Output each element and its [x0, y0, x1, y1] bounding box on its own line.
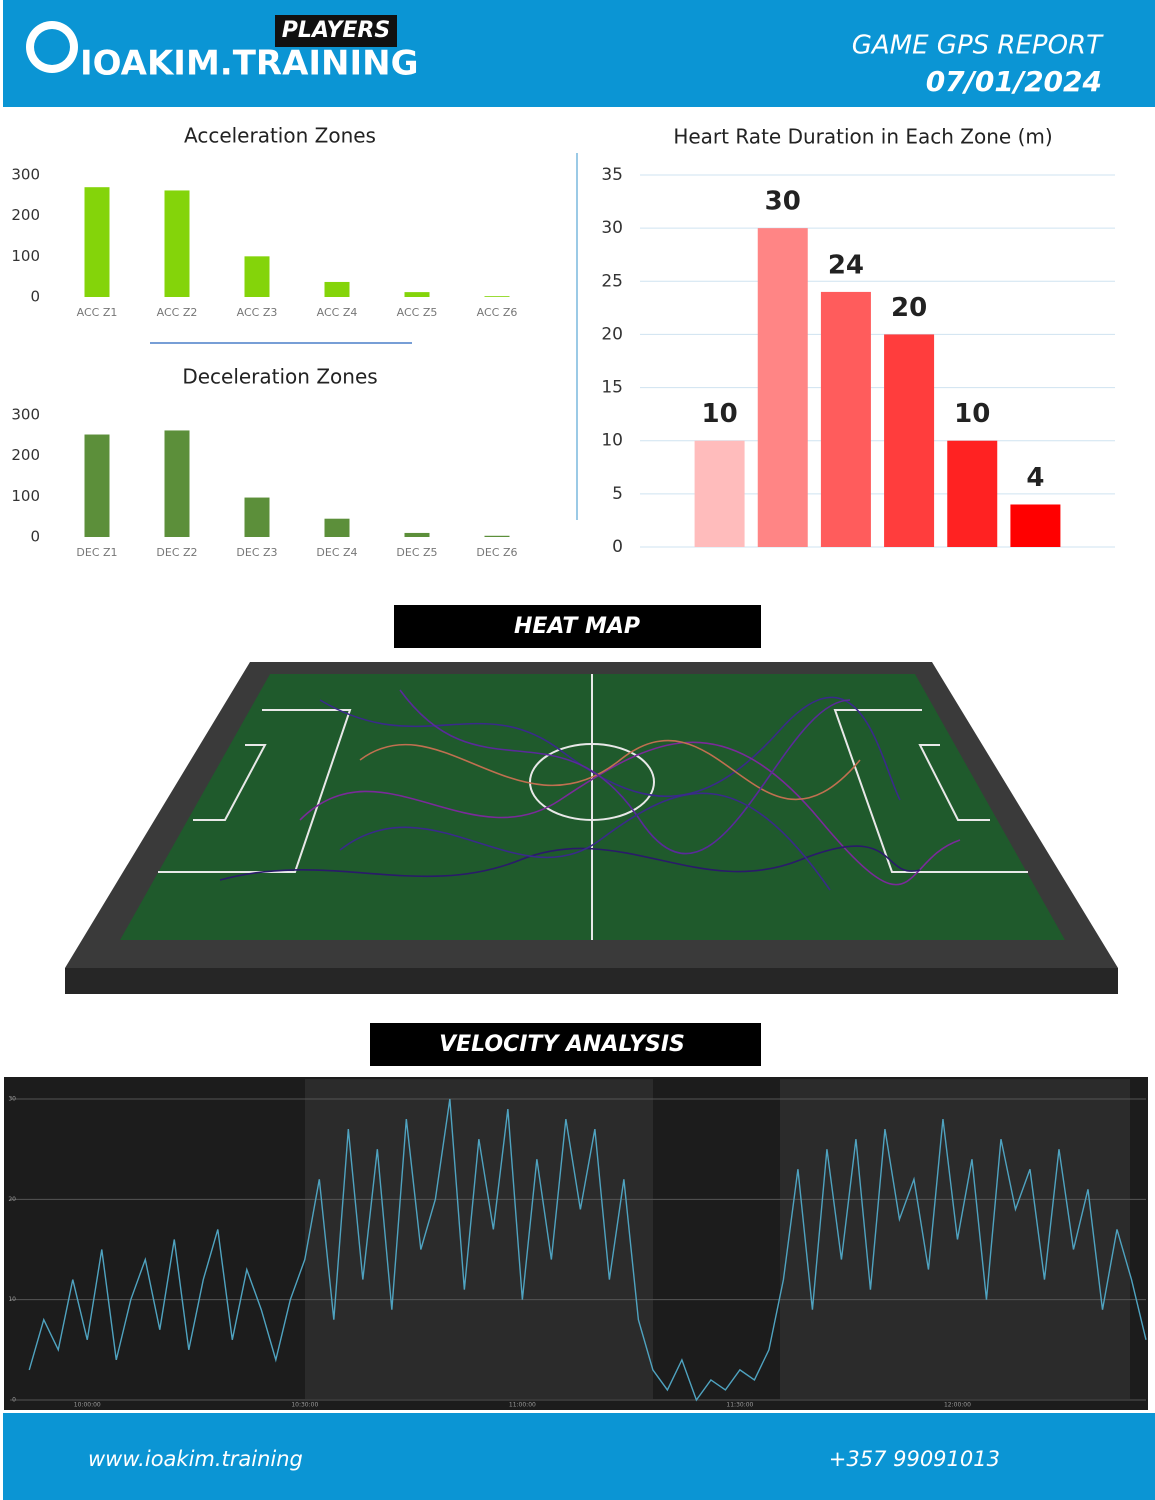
x-tick-label: 11:00:00 [509, 1402, 536, 1409]
section-box [394, 605, 761, 648]
y-tick-label: 10 [601, 431, 623, 451]
header-band [3, 0, 1155, 107]
chart-title: Heart Rate Duration in Each Zone (m) [673, 125, 1052, 149]
y-tick-label: 0 [30, 528, 40, 546]
y-tick-label: 30 [8, 1096, 16, 1103]
velocity-line [28, 1098, 1147, 1402]
bar [884, 334, 935, 547]
y-tick-label: 0 [30, 288, 40, 306]
x-tick-label: 11:30:00 [726, 1402, 753, 1409]
heat-trails [219, 689, 961, 891]
y-tick-label: 20 [8, 1196, 16, 1203]
y-tick-label: 10 [8, 1296, 16, 1303]
y-tick-label: 100 [11, 247, 40, 265]
y-tick-label: 25 [601, 271, 623, 291]
x-tick-label: ACC Z4 [317, 306, 358, 319]
half-band [305, 1079, 653, 1399]
x-tick-label: ACC Z6 [477, 306, 518, 319]
y-tick-label: 200 [11, 206, 40, 224]
bar [820, 291, 871, 547]
bar [757, 228, 808, 547]
bar [484, 296, 510, 297]
bar [694, 440, 745, 547]
footer-band [3, 1413, 1155, 1500]
report-date: 07/01/2024 [926, 65, 1102, 98]
x-tick-label: ACC Z3 [237, 306, 278, 319]
x-tick-label: DEC Z4 [316, 546, 357, 559]
x-tick-label: DEC Z3 [236, 546, 277, 559]
y-tick-label: 300 [11, 166, 40, 184]
bar [404, 532, 430, 537]
data-label: 10 [954, 399, 990, 429]
data-label: 24 [828, 250, 864, 280]
section-box [370, 1023, 761, 1066]
y-tick-label: 30 [601, 218, 623, 238]
x-tick-label: ACC Z5 [397, 306, 438, 319]
section-title: HEAT MAP [514, 614, 640, 639]
y-tick-label: 35 [601, 165, 623, 185]
x-tick-label: DEC Z1 [76, 546, 117, 559]
y-tick-label: 0 [612, 537, 623, 557]
data-label: 20 [891, 293, 927, 323]
bar [164, 430, 190, 537]
data-label: 4 [1026, 463, 1044, 493]
bar [244, 256, 270, 297]
section-title: VELOCITY ANALYSIS [439, 1032, 685, 1057]
chart-title: Deceleration Zones [182, 365, 377, 389]
bar [84, 434, 110, 537]
x-tick-label: DEC Z5 [396, 546, 437, 559]
bar [1010, 504, 1061, 547]
bar [947, 440, 998, 547]
data-label: 30 [765, 187, 801, 217]
badge: PLAYERS [282, 18, 390, 43]
x-tick-label: ACC Z2 [157, 306, 198, 319]
y-tick-label: 300 [11, 406, 40, 424]
half-band [780, 1079, 1130, 1399]
badge-box [275, 15, 397, 47]
bar [484, 535, 510, 537]
bar [324, 281, 350, 297]
x-tick-label: DEC Z2 [156, 546, 197, 559]
logo-ball-inner [34, 29, 70, 65]
x-tick-label: 10:30:00 [291, 1402, 318, 1409]
pitch-lines [158, 674, 1028, 940]
bar [164, 190, 190, 297]
pitch-base [65, 968, 1118, 994]
x-tick-label: ACC Z1 [77, 306, 118, 319]
bar [244, 497, 270, 537]
data-label: 10 [701, 399, 737, 429]
bar [84, 187, 110, 297]
website: www.ioakim.training [88, 1447, 303, 1471]
y-tick-label: 5 [612, 484, 623, 504]
y-tick-label: 15 [601, 378, 623, 398]
x-tick-label: DEC Z6 [476, 546, 517, 559]
y-tick-label: 100 [11, 487, 40, 505]
y-tick-label: 20 [601, 324, 623, 344]
x-tick-label: 10:00:00 [74, 1402, 101, 1409]
y-tick-label: 0 [12, 1397, 16, 1404]
brand: IOAKIM.TRAINING [80, 44, 419, 84]
chart-title: Acceleration Zones [184, 124, 376, 148]
x-tick-label: 12:00:00 [944, 1402, 971, 1409]
y-tick-label: 200 [11, 446, 40, 464]
report-title: GAME GPS REPORT [852, 31, 1104, 61]
phone: +357 99091013 [829, 1447, 1000, 1471]
bar [404, 292, 430, 297]
bar [324, 518, 350, 537]
